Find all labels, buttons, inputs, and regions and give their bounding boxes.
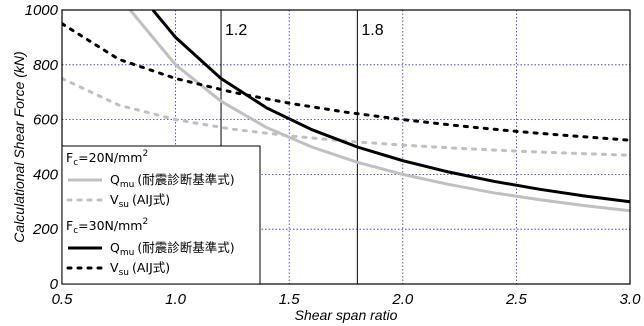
series-line-3	[151, 10, 630, 204]
legend-entry-qmu-fc30-label: Qmu (耐震診断基準式)	[110, 240, 235, 258]
legend-entry-vsu-fc30-label: Vsu (AIJ式)	[110, 260, 170, 278]
legend-box	[61, 145, 261, 285]
y-tick-label: 600	[33, 112, 59, 129]
y-axis-title: Calculational Shear Force (kN)	[11, 51, 27, 242]
legend: Fc=20N/mm2 Qmu (耐震診断基準式) Vsu (AIJ式) Fc=30N/mm…	[61, 145, 261, 285]
series-line-1	[129, 10, 630, 213]
reference-line-label: 1.2	[225, 22, 247, 39]
x-tick-label: 2.0	[391, 291, 414, 308]
legend-header-fc30: Fc=30N/mm2	[66, 217, 148, 236]
y-tick-label: 0	[50, 276, 59, 293]
x-axis-title: Shear span ratio	[295, 307, 398, 323]
y-tick-labels: 0 200 400 600 800 1000	[25, 2, 59, 293]
x-tick-label: 3.0	[620, 291, 642, 308]
y-tick-label: 200	[32, 221, 59, 238]
legend-header-fc20: Fc=20N/mm2	[66, 149, 148, 168]
x-tick-labels: 0.5 1.0 1.5 2.0 2.5 3.0	[52, 291, 642, 308]
x-tick-label: 0.5	[52, 291, 74, 308]
y-tick-label: 400	[33, 166, 59, 183]
x-tick-label: 1.5	[279, 291, 301, 308]
series-line-4	[62, 22, 630, 142]
legend-entry-qmu-fc20-label: Qmu (耐震診断基準式)	[110, 172, 235, 190]
reference-line-label: 1.8	[361, 22, 383, 39]
x-tick-label: 2.5	[505, 291, 528, 308]
legend-entry-vsu-fc20-label: Vsu (AIJ式)	[110, 192, 170, 210]
y-tick-label: 800	[33, 57, 59, 74]
series-layer	[62, 10, 630, 213]
x-tick-label: 1.0	[165, 291, 187, 308]
y-tick-label: 1000	[25, 2, 59, 19]
